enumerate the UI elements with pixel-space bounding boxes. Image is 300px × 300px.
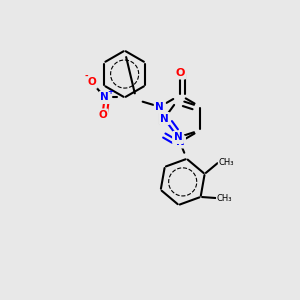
Text: N: N — [174, 132, 182, 142]
Text: O: O — [98, 110, 107, 120]
Text: N: N — [160, 113, 169, 124]
Text: O: O — [88, 77, 96, 87]
Text: N: N — [100, 92, 109, 102]
Text: O: O — [175, 68, 185, 78]
Text: N: N — [155, 102, 164, 112]
Text: CH₃: CH₃ — [217, 194, 233, 202]
Text: N: N — [176, 137, 184, 147]
Text: -: - — [85, 72, 88, 81]
Text: +: + — [107, 89, 113, 95]
Text: CH₃: CH₃ — [219, 158, 234, 167]
